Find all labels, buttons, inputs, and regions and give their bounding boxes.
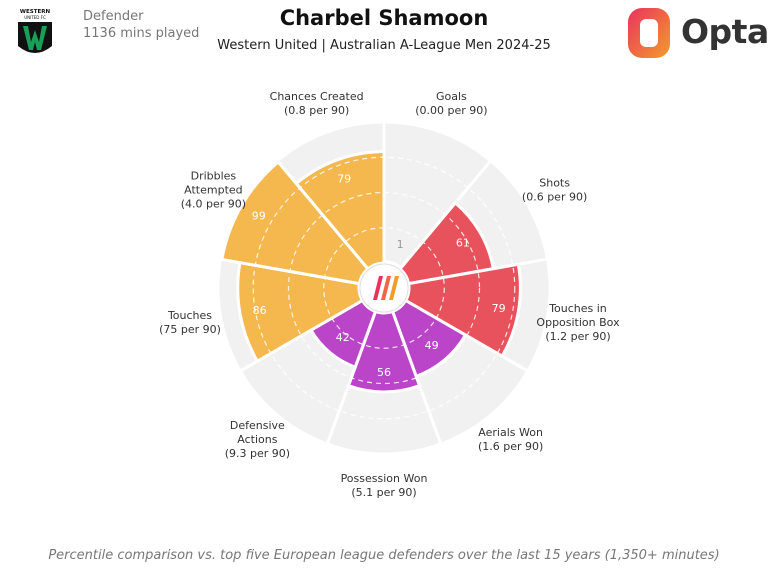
value-label-chances-created: 79 [337, 173, 351, 186]
value-label-shots: 61 [456, 236, 470, 249]
player-meta: Defender 1136 mins played [83, 8, 199, 42]
metric-label-aerials-won: Aerials Won (1.6 per 90) [478, 426, 543, 453]
metric-label-touches: Touches (75 per 90) [159, 309, 221, 336]
center-brand-icon [373, 276, 399, 300]
metric-label-shots: Shots (0.6 per 90) [522, 177, 587, 204]
opta-logo-icon [628, 8, 670, 58]
metric-label-touches-in-opposition-box: Touches in Opposition Box (1.2 per 90) [536, 302, 620, 343]
svg-text:WESTERN: WESTERN [20, 9, 51, 15]
brand-name: Opta [681, 12, 768, 51]
value-label-goals: 1 [397, 238, 404, 251]
position-label: Defender [83, 9, 144, 24]
bar-touches-in-opposition-box [403, 262, 522, 359]
bar-chances-created [294, 150, 386, 271]
value-label-possession-won: 56 [377, 366, 391, 379]
grid-ring-50 [287, 191, 481, 385]
value-label-touches-in-opposition-box: 79 [492, 302, 506, 315]
footnote: Percentile comparison vs. top five Europ… [48, 548, 720, 563]
metric-label-goals: Goals (0.00 per 90) [415, 90, 487, 117]
page-subtitle: Western United | Australian A-League Men… [217, 38, 551, 53]
value-label-aerials-won: 49 [425, 339, 439, 352]
bar-touches [236, 260, 365, 364]
metric-label-chances-created: Chances Created (0.8 per 90) [270, 90, 364, 117]
value-label-touches: 86 [253, 304, 267, 317]
grid-ring-25 [323, 227, 445, 349]
minutes-label: 1136 mins played [83, 26, 200, 41]
metric-label-defensive-actions: Defensive Actions (9.3 per 90) [225, 419, 290, 460]
metric-label-dribbles-attempted: Dribbles Attempted (4.0 per 90) [181, 170, 246, 211]
metric-label-possession-won: Possession Won (5.1 per 90) [341, 472, 428, 499]
club-logo: WESTERN UNITED FC [18, 9, 52, 53]
grid-ring-75 [252, 156, 516, 420]
value-label-defensive-actions: 42 [336, 331, 350, 344]
value-label-dribbles-attempted: 99 [252, 210, 266, 223]
page-title: Charbel Shamoon [279, 6, 489, 30]
svg-text:UNITED FC: UNITED FC [24, 15, 46, 20]
